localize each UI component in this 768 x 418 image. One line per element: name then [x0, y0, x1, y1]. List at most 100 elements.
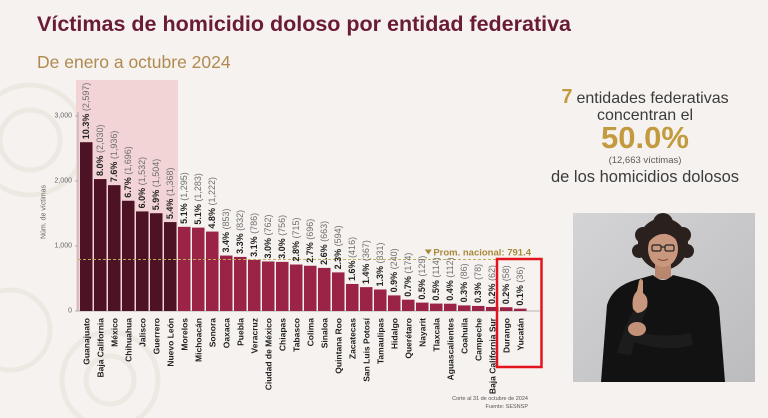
bar-sinaloa [318, 267, 331, 311]
value-count-oaxaca: (853) [221, 209, 231, 233]
value-count-queretaro: (174) [403, 253, 413, 277]
background-arc [83, 353, 137, 407]
value-pct-tamaulipas: 1.3% [375, 266, 385, 287]
bar-zacatecas [346, 283, 359, 311]
value-count-yucatan: (36) [515, 267, 525, 286]
value-count-quintana-roo: (594) [333, 225, 343, 249]
bar-michoacan [192, 227, 205, 311]
value-pct-jalisco: 6.0% [137, 188, 147, 209]
glasses-lens [651, 244, 662, 252]
value-label-chihuahua: 6.7% (1,696) [123, 146, 133, 198]
value-pct-colima: 2.7% [305, 242, 315, 263]
value-count-chihuahua: (1,696) [123, 146, 133, 177]
value-pct-ciudad-de-mexico: 3.0% [263, 238, 273, 259]
bar-hidalgo [388, 295, 401, 311]
value-count-puebla: (832) [235, 210, 245, 234]
category-label-queretaro: Querétaro [403, 318, 413, 359]
category-label-nuevo-leon: Nuevo León [165, 318, 175, 367]
glasses-lens [664, 244, 675, 252]
value-label-quintana-roo: 2.3% (594) [333, 225, 343, 269]
value-labels-group: 10.3% (2,597) 8.0% (2,030) 7.6% (1,936) 6.7… [81, 83, 525, 306]
summary-victims: (12,663 víctimas) [608, 155, 682, 166]
value-count-sinaloa: (663) [319, 221, 329, 245]
category-label-nayarit: Nayarit [417, 318, 427, 347]
value-label-durango: 0.2% (58) [501, 265, 511, 304]
value-label-yucatan: 0.1% (36) [515, 267, 525, 306]
bars-group [80, 142, 527, 311]
category-label-hidalgo: Hidalgo [389, 318, 399, 349]
hair-curl [632, 244, 646, 258]
value-label-guerrero: 5.9% (1,504) [151, 159, 161, 211]
value-count-coahuila: (86) [459, 263, 469, 282]
value-label-queretaro: 0.7% (174) [403, 253, 413, 297]
value-label-chiapas: 3.0% (756) [277, 215, 287, 259]
bar-queretaro [402, 299, 415, 311]
interpreter-face [648, 231, 678, 267]
value-pct-oaxaca: 3.4% [221, 232, 231, 253]
value-label-sonora: 4.8% (1,222) [207, 177, 217, 229]
page-subtitle: De enero a octubre 2024 [37, 52, 231, 72]
bar-chiapas [276, 261, 289, 311]
value-label-veracruz: 3.1% (786) [249, 213, 259, 257]
value-label-oaxaca: 3.4% (853) [221, 209, 231, 253]
value-count-campeche: (78) [473, 264, 483, 283]
interpreter-body [601, 275, 725, 382]
value-pct-coahuila: 0.3% [459, 282, 469, 303]
bar-ciudad-de-mexico [262, 261, 275, 311]
category-label-veracruz: Veracruz [249, 318, 259, 353]
reference-group: Prom. nacional: 791.4 [78, 248, 540, 261]
value-label-guanajuato: 10.3% (2,597) [81, 83, 91, 140]
category-label-san-luis-potosi: San Luis Potosí [361, 317, 371, 381]
value-count-jalisco: (1,532) [137, 157, 147, 188]
summary-share: 50.0% [601, 120, 689, 155]
value-pct-puebla: 3.3% [235, 233, 245, 254]
value-count-morelos: (1,295) [179, 172, 189, 203]
category-label-baja-california: Baja California [95, 318, 105, 378]
value-pct-san-luis-potosi: 1.4% [361, 264, 371, 285]
value-pct-quintana-roo: 2.3% [333, 249, 343, 270]
value-pct-veracruz: 3.1% [249, 236, 259, 257]
value-pct-sinaloa: 2.6% [319, 244, 329, 265]
reference-line-label: Prom. nacional: 791.4 [433, 248, 531, 259]
bar-guerrero [150, 213, 163, 311]
interpreter-hand-raised [632, 279, 648, 313]
bar-baja-california-sur [486, 306, 499, 311]
value-label-campeche: 0.3% (78) [473, 264, 483, 303]
category-label-morelos: Morelos [179, 318, 189, 351]
bar-puebla [234, 256, 247, 311]
hair-curl [675, 227, 691, 243]
category-label-chihuahua: Chihuahua [123, 318, 133, 362]
value-pct-nayarit: 0.5% [417, 279, 427, 300]
bar-chihuahua [122, 200, 135, 311]
background-arc [0, 107, 63, 173]
bar-sonora [206, 231, 219, 311]
background-arc [59, 329, 161, 418]
value-pct-campeche: 0.3% [473, 282, 483, 303]
bar-tamaulipas [374, 289, 387, 311]
value-label-aguascalientes: 0.4% (112) [445, 257, 455, 300]
bar-baja-california [94, 179, 107, 311]
footer-cutoff: Corte al 31 de octubre de 2024 [452, 396, 528, 402]
bar-nayarit [416, 302, 429, 311]
category-label-coahuila: Coahuila [459, 318, 469, 354]
value-count-mexico: (1,936) [109, 131, 119, 162]
sign-language-interpreter [573, 213, 755, 382]
value-count-baja-california: (2,030) [95, 125, 105, 156]
value-label-colima: 2.7% (696) [305, 219, 315, 263]
value-pct-michoacan: 5.1% [193, 204, 203, 225]
summary-count: 7 [561, 86, 573, 108]
value-label-san-luis-potosi: 1.4% (367) [361, 240, 371, 284]
category-label-aguascalientes: Aguascalientes [445, 318, 455, 381]
value-count-tlaxcala: (114) [431, 257, 441, 280]
value-count-veracruz: (786) [249, 213, 259, 237]
category-label-campeche: Campeche [473, 318, 483, 361]
bar-campeche [472, 305, 485, 311]
value-label-hidalgo: 0.9% (240) [389, 248, 399, 292]
callout-group [495, 257, 543, 369]
callout-box-durango-yucatan [495, 257, 543, 369]
value-label-morelos: 5.1% (1,295) [179, 172, 189, 224]
value-count-sonora: (1,222) [207, 177, 217, 208]
value-label-nayarit: 0.5% (129) [417, 256, 427, 300]
value-pct-hidalgo: 0.9% [389, 272, 399, 293]
value-label-puebla: 3.3% (832) [235, 210, 245, 254]
